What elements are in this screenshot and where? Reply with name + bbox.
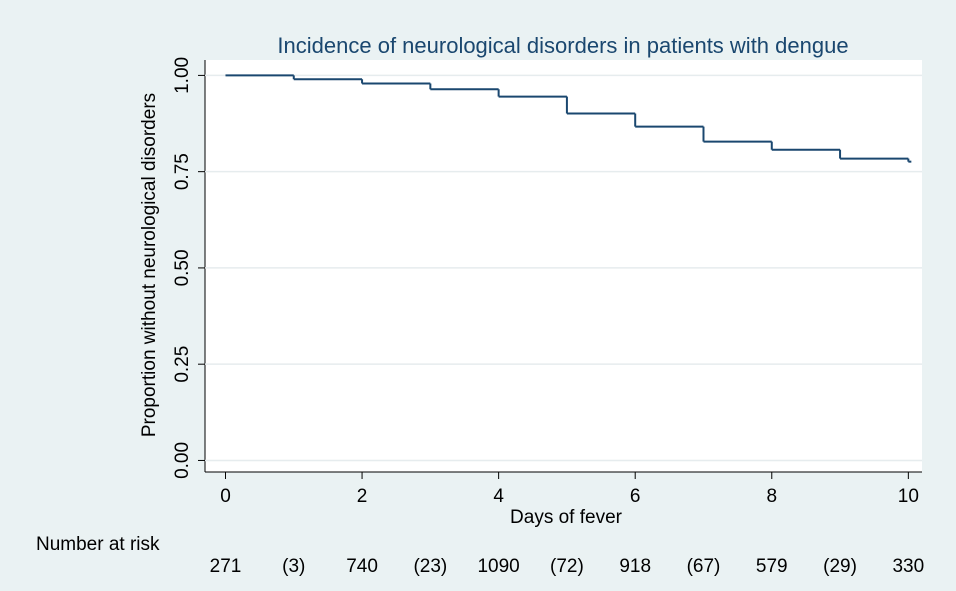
y-tick-label: 0.00 [172,442,193,479]
plot-area [205,60,922,472]
risk-count: 918 [619,556,651,577]
y-tick-label: 0.75 [172,153,193,190]
risk-table-label: Number at risk [36,534,160,555]
x-tick-label: 10 [898,486,919,507]
y-tick-label: 1.00 [172,57,193,94]
risk-count: 1090 [477,556,519,577]
y-tick-label: 0.50 [172,249,193,286]
risk-count: (3) [282,556,305,577]
risk-count: (23) [413,556,447,577]
risk-count: 579 [756,556,788,577]
y-tick-label: 0.25 [172,346,193,383]
risk-count: (29) [823,556,857,577]
chart-title: Incidence of neurological disorders in p… [277,33,848,58]
x-axis-title: Days of fever [510,507,623,528]
risk-count: 271 [210,556,242,577]
x-tick-label: 0 [220,486,231,507]
risk-count: (67) [687,556,721,577]
x-tick-label: 2 [357,486,368,507]
x-tick-label: 6 [630,486,641,507]
risk-count: 330 [892,556,924,577]
risk-count: (72) [550,556,584,577]
x-tick-label: 4 [493,486,504,507]
y-axis-title: Proportion without neurological disorder… [139,93,160,437]
risk-count: 740 [346,556,378,577]
x-tick-label: 8 [766,486,777,507]
